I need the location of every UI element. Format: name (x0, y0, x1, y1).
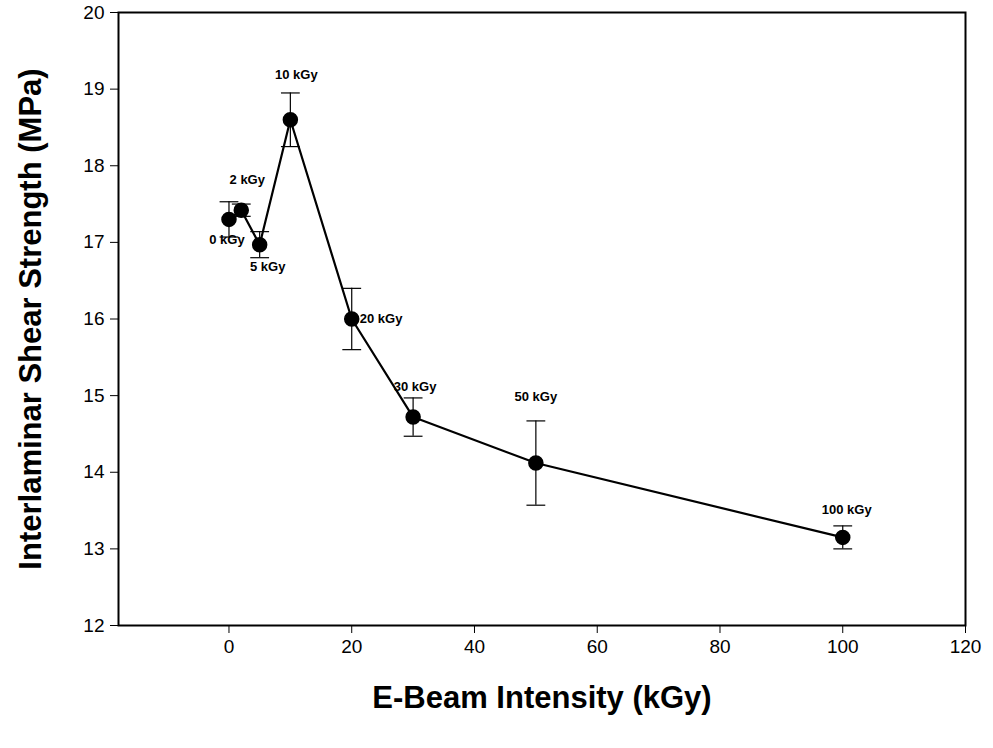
svg-text:20: 20 (341, 636, 362, 657)
svg-text:14: 14 (83, 461, 105, 482)
svg-text:19: 19 (83, 78, 104, 99)
svg-text:0 kGy: 0 kGy (209, 232, 245, 247)
svg-text:2 kGy: 2 kGy (230, 172, 266, 187)
svg-text:10 kGy: 10 kGy (275, 67, 318, 82)
svg-text:60: 60 (587, 636, 608, 657)
svg-text:17: 17 (83, 231, 104, 252)
svg-text:100 kGy: 100 kGy (822, 502, 873, 517)
svg-text:20: 20 (83, 2, 104, 23)
svg-text:20 kGy: 20 kGy (360, 311, 403, 326)
svg-text:18: 18 (83, 155, 104, 176)
svg-text:120: 120 (950, 636, 982, 657)
svg-text:80: 80 (709, 636, 730, 657)
svg-text:E-Beam Intensity (kGy): E-Beam Intensity (kGy) (372, 680, 711, 715)
svg-text:50 kGy: 50 kGy (515, 389, 558, 404)
svg-text:5 kGy: 5 kGy (250, 259, 286, 274)
svg-text:30 kGy: 30 kGy (394, 379, 437, 394)
svg-text:16: 16 (83, 308, 104, 329)
svg-text:40: 40 (464, 636, 485, 657)
svg-text:Interlaminar Shear Strength (M: Interlaminar Shear Strength (MPa) (13, 68, 48, 569)
svg-text:0: 0 (224, 636, 235, 657)
svg-text:13: 13 (83, 538, 104, 559)
svg-text:15: 15 (83, 385, 104, 406)
svg-text:12: 12 (83, 615, 104, 636)
svg-text:100: 100 (827, 636, 859, 657)
